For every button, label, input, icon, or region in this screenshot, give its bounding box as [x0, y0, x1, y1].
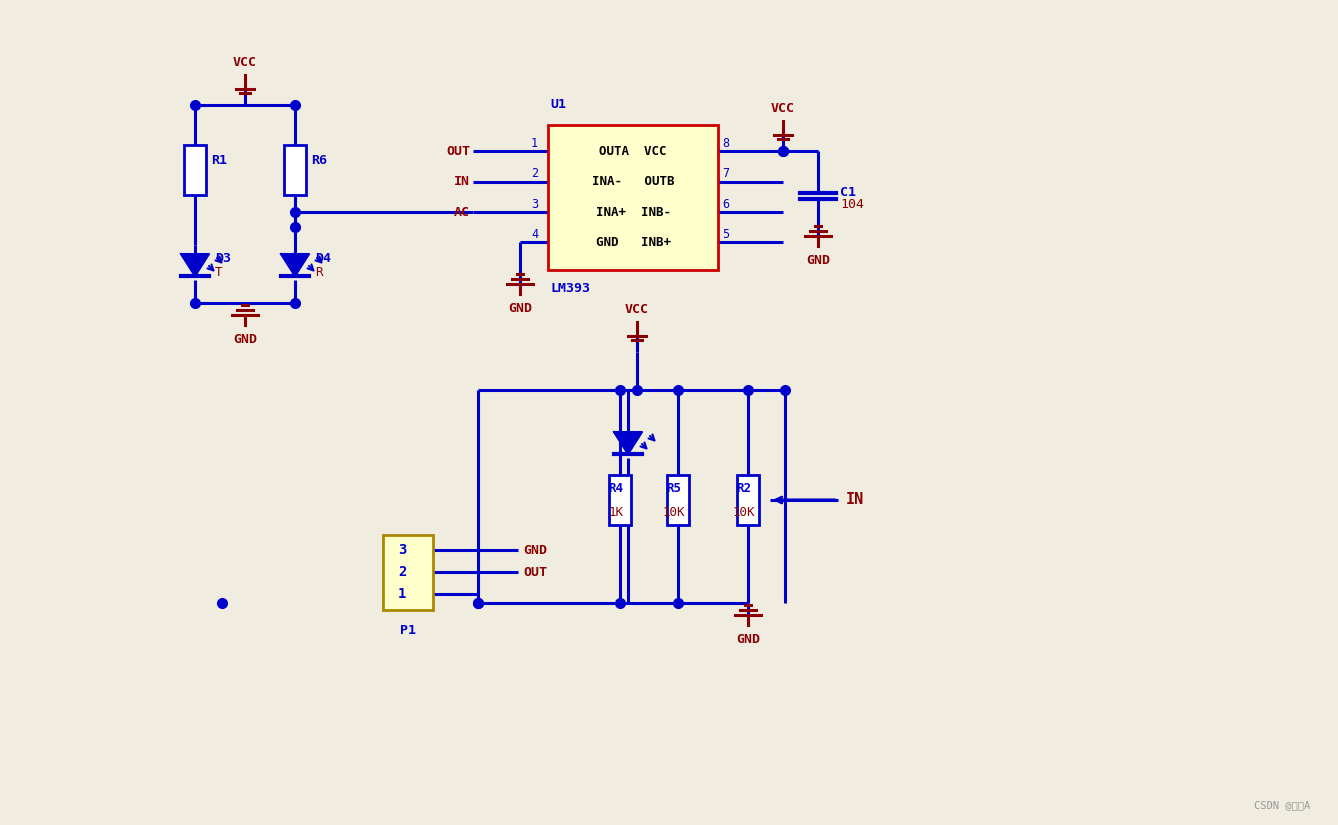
Text: R5: R5: [666, 482, 681, 494]
Text: GND: GND: [508, 303, 533, 315]
Bar: [549, 125, 719, 270]
Text: VCC: VCC: [771, 102, 795, 116]
Text: 3: 3: [397, 543, 407, 557]
Text: GND: GND: [736, 633, 760, 646]
Text: INA+  INB-: INA+ INB-: [595, 205, 670, 219]
Bar: [737, 475, 759, 525]
Text: U1: U1: [550, 98, 566, 111]
Text: D4: D4: [314, 252, 330, 266]
Text: R2: R2: [736, 482, 752, 494]
Text: 3: 3: [531, 197, 538, 210]
Bar: [185, 145, 206, 195]
Text: CSDN @轩仁A: CSDN @轩仁A: [1254, 800, 1310, 810]
Text: 10K: 10K: [662, 506, 685, 518]
Text: VCC: VCC: [625, 303, 649, 316]
Text: 4: 4: [531, 228, 538, 241]
Text: 2: 2: [397, 565, 407, 579]
Text: OUT: OUT: [446, 144, 470, 158]
Text: 7: 7: [723, 167, 729, 180]
Text: P1: P1: [400, 624, 416, 637]
Text: VCC: VCC: [233, 56, 257, 69]
Text: GND   INB+: GND INB+: [595, 236, 670, 249]
Text: R6: R6: [310, 153, 326, 167]
Text: T: T: [215, 266, 222, 280]
Text: AC: AC: [454, 205, 470, 219]
Text: 104: 104: [840, 198, 864, 210]
Text: LM393: LM393: [550, 282, 590, 295]
Bar: [284, 145, 306, 195]
Text: 2: 2: [531, 167, 538, 180]
Text: INA-   OUTB: INA- OUTB: [591, 175, 674, 188]
Text: R4: R4: [609, 482, 624, 494]
Text: R1: R1: [211, 153, 227, 167]
Text: 6: 6: [723, 197, 729, 210]
Text: GND: GND: [805, 254, 830, 267]
Text: 8: 8: [723, 137, 729, 149]
Bar: [383, 535, 434, 610]
Text: OUTA  VCC: OUTA VCC: [599, 144, 666, 158]
Text: 10K: 10K: [733, 506, 755, 518]
Text: D3: D3: [215, 252, 231, 266]
Text: 1K: 1K: [609, 506, 624, 518]
Text: 5: 5: [723, 228, 729, 241]
Polygon shape: [181, 254, 209, 276]
Bar: [609, 475, 632, 525]
Text: GND: GND: [523, 544, 547, 557]
Text: C1: C1: [840, 186, 856, 199]
Bar: [668, 475, 689, 525]
Text: OUT: OUT: [523, 565, 547, 578]
Text: GND: GND: [233, 333, 257, 346]
Text: IN: IN: [454, 175, 470, 188]
Text: R: R: [314, 266, 322, 280]
Polygon shape: [614, 432, 642, 454]
Text: IN: IN: [846, 493, 864, 507]
Text: 1: 1: [531, 137, 538, 149]
Text: 1: 1: [397, 587, 407, 601]
Polygon shape: [281, 254, 309, 276]
